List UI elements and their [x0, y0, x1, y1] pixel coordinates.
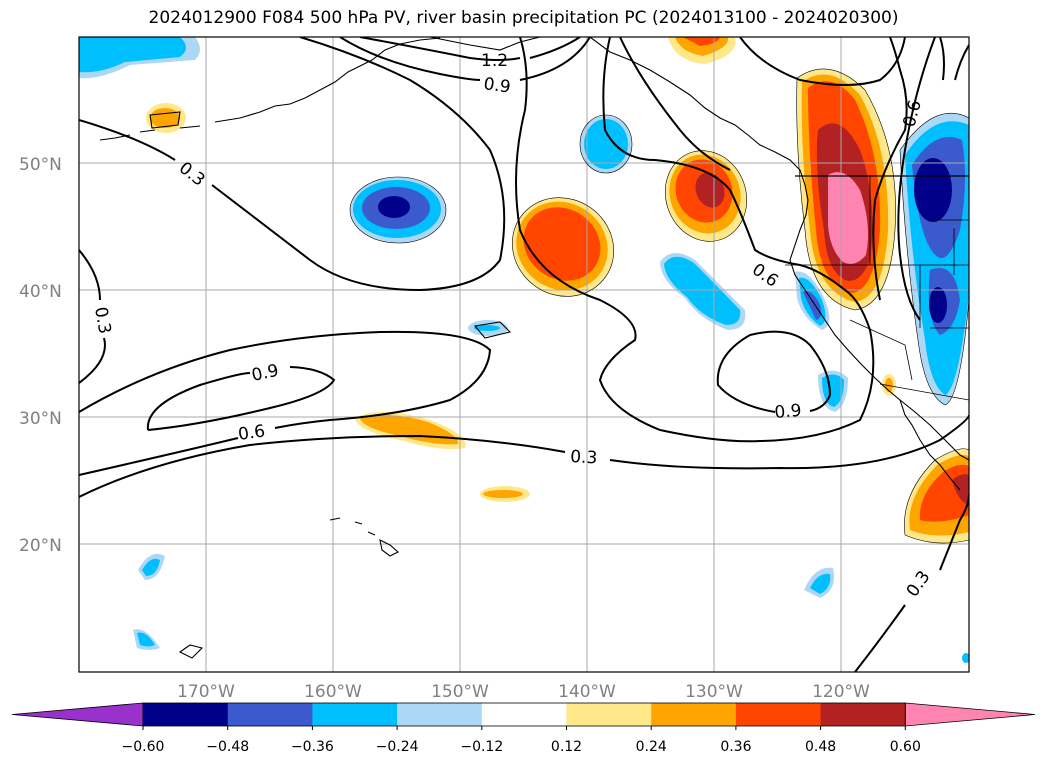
colorbar-extend-right [904, 702, 1036, 727]
colorbar-segment [735, 703, 822, 726]
contour-label: 0.6 [748, 260, 782, 292]
lon-label: 170°W [177, 682, 235, 702]
colorbar-segment [481, 703, 567, 726]
contour-label: 0.3 [570, 447, 598, 468]
colorbar-frame [142, 702, 906, 727]
graticule [79, 37, 969, 672]
contour-label: 1.2 [481, 51, 508, 71]
colorbar-tick-label: 0.24 [636, 739, 667, 755]
contour-label: 0.3 [90, 305, 114, 335]
lat-label: 30°N [19, 409, 62, 429]
lat-label: 40°N [19, 282, 62, 302]
colorbar-segment [820, 703, 906, 726]
colorbar-segment [566, 703, 652, 726]
colorbar: −0.60 −0.48 −0.36 −0.24 −0.12 0.12 0.24 0.36 0.4… [11, 702, 1036, 755]
colorbar-tick-label: −0.60 [122, 739, 165, 755]
coastlines [99, 37, 969, 659]
lon-label: 140°W [558, 682, 616, 702]
latitude-labels: 50°N 40°N 30°N 20°N [19, 155, 62, 556]
lon-label: 120°W [812, 682, 870, 702]
colorbar-segment [312, 703, 398, 726]
colorbar-tick-label: −0.36 [291, 739, 334, 755]
colorbar-tick-label: 0.12 [551, 739, 582, 755]
contour-label: 0.6 [237, 421, 267, 445]
colorbar-tick-label: 0.36 [720, 739, 751, 755]
colorbar-tick-label: 0.48 [805, 739, 836, 755]
colorbar-tick-label: −0.24 [376, 739, 419, 755]
lon-label: 160°W [304, 682, 362, 702]
colorbar-tick-label: 0.60 [890, 739, 921, 755]
contour-label: 0.3 [903, 567, 935, 601]
colorbar-tick-label: −0.12 [460, 739, 503, 755]
precip-anomaly-fill [79, 37, 969, 663]
contour-label: 0.9 [250, 361, 281, 386]
colorbar-segment [143, 703, 229, 726]
colorbar-extend-left [11, 702, 144, 727]
colorbar-segment [227, 703, 313, 726]
anomaly-outline [349, 68, 969, 544]
lat-label: 20°N [19, 536, 62, 556]
colorbar-segment [397, 703, 483, 726]
lon-label: 150°W [431, 682, 489, 702]
contour-label: 0.6 [900, 98, 926, 129]
pv-contours [79, 37, 969, 672]
contour-label: 0.9 [482, 74, 512, 98]
map-title: 2024012900 F084 500 hPa PV, river basin … [148, 8, 899, 28]
contour-label: 0.9 [774, 401, 803, 423]
colorbar-tick-label: −0.48 [206, 739, 249, 755]
lat-label: 50°N [19, 155, 62, 175]
map-frame [78, 36, 970, 673]
colorbar-segment [651, 703, 737, 726]
lon-label: 130°W [685, 682, 743, 702]
longitude-labels: 170°W 160°W 150°W 140°W 130°W 120°W [177, 682, 870, 702]
